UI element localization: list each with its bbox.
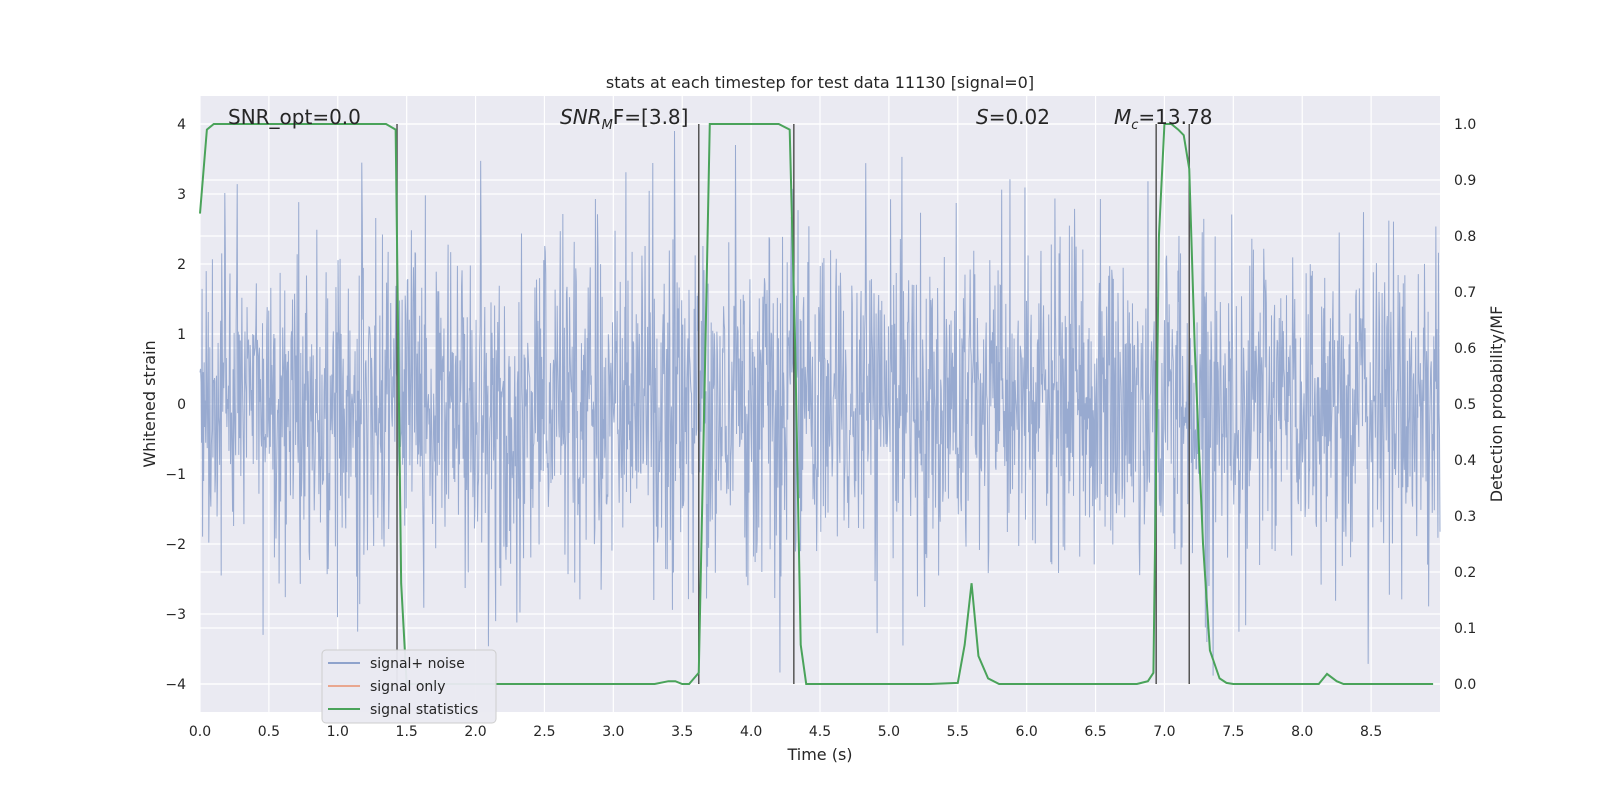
annotation-s: S=0.02 — [976, 105, 1050, 129]
y-right-tick-label: 0.6 — [1454, 341, 1476, 357]
x-tick-label: 0.0 — [189, 724, 211, 740]
y-left-tick-label: 4 — [177, 117, 186, 133]
y-left-tick-label: 2 — [177, 257, 186, 273]
y-right-tick-label: 0.2 — [1454, 565, 1476, 581]
annotation-s-prefix: S — [976, 105, 989, 129]
x-tick-label: 1.0 — [327, 724, 349, 740]
x-tick-label: 4.5 — [809, 724, 831, 740]
legend-label-signal: signal only — [370, 679, 445, 695]
legend-label-stats: signal statistics — [370, 702, 478, 718]
annotation-snr-mf: SNRMF=[3.8] — [560, 105, 688, 133]
y-left-tick-label: −2 — [165, 537, 186, 553]
annotation-snr-mf-sub: M — [602, 118, 613, 133]
x-tick-label: 2.0 — [464, 724, 486, 740]
legend: signal+ noise signal only signal statist… — [321, 649, 497, 724]
x-tick-label: 8.5 — [1360, 724, 1382, 740]
annotation-s-suffix: =0.02 — [989, 105, 1050, 129]
noise-series — [199, 130, 1441, 676]
y-left-tick-label: −1 — [165, 467, 186, 483]
y-right-tick-label: 0.8 — [1454, 229, 1476, 245]
legend-box — [321, 649, 497, 724]
y-left-tick-label: −4 — [165, 677, 186, 693]
y-right-tick-label: 0.1 — [1454, 621, 1476, 637]
annotation-mc-sub: c — [1131, 118, 1138, 133]
y-left-axis-label: Whitened strain — [140, 340, 159, 467]
x-tick-label: 3.5 — [671, 724, 693, 740]
x-tick-label: 7.5 — [1222, 724, 1244, 740]
x-tick-label: 0.5 — [258, 724, 280, 740]
y-left-tick-label: 1 — [177, 327, 186, 343]
y-right-tick-label: 1.0 — [1454, 117, 1476, 133]
y-left-tick-labels: −4 −3 −2 −1 0 1 2 3 4 — [165, 117, 186, 693]
x-tick-label: 3.0 — [602, 724, 624, 740]
y-right-tick-label: 0.9 — [1454, 173, 1476, 189]
y-right-tick-labels: 0.0 0.1 0.2 0.3 0.4 0.5 0.6 0.7 0.8 0.9 1.0 — [1454, 117, 1476, 693]
y-right-tick-label: 0.0 — [1454, 677, 1476, 693]
x-tick-label: 8.0 — [1291, 724, 1313, 740]
y-right-tick-label: 0.3 — [1454, 509, 1476, 525]
y-left-tick-label: −3 — [165, 607, 186, 623]
x-tick-label: 2.5 — [533, 724, 555, 740]
annotation-mc-suffix: =13.78 — [1138, 105, 1212, 129]
x-tick-label: 5.5 — [947, 724, 969, 740]
annotation-snr-mf-suffix: F=[3.8] — [613, 105, 689, 129]
x-tick-label: 4.0 — [740, 724, 762, 740]
x-tick-label: 1.5 — [396, 724, 418, 740]
annotation-mc: Mc=13.78 — [1114, 105, 1212, 133]
y-right-tick-label: 0.7 — [1454, 285, 1476, 301]
annotation-snr-mf-prefix: SNR — [560, 105, 602, 129]
chart-title: stats at each timestep for test data 111… — [606, 73, 1034, 92]
noise-trace — [199, 130, 1441, 676]
x-axis-label: Time (s) — [786, 745, 852, 764]
y-right-tick-label: 0.5 — [1454, 397, 1476, 413]
y-left-tick-label: 0 — [177, 397, 186, 413]
y-right-axis-label: Detection probability/MF — [1487, 306, 1506, 503]
x-tick-label: 7.0 — [1153, 724, 1175, 740]
y-right-tick-label: 0.4 — [1454, 453, 1476, 469]
x-tick-label: 6.0 — [1016, 724, 1038, 740]
legend-label-noise: signal+ noise — [370, 656, 465, 672]
x-tick-label: 6.5 — [1084, 724, 1106, 740]
y-left-tick-label: 3 — [177, 187, 186, 203]
annotation-mc-prefix: M — [1114, 105, 1131, 129]
annotation-snr-opt: SNR_opt=0.0 — [228, 105, 361, 129]
x-tick-labels: 0.0 0.5 1.0 1.5 2.0 2.5 3.0 3.5 4.0 4.5 5.0 5.5 6.0 6… — [189, 724, 1382, 740]
grid — [199, 96, 1440, 712]
x-tick-label: 5.0 — [878, 724, 900, 740]
